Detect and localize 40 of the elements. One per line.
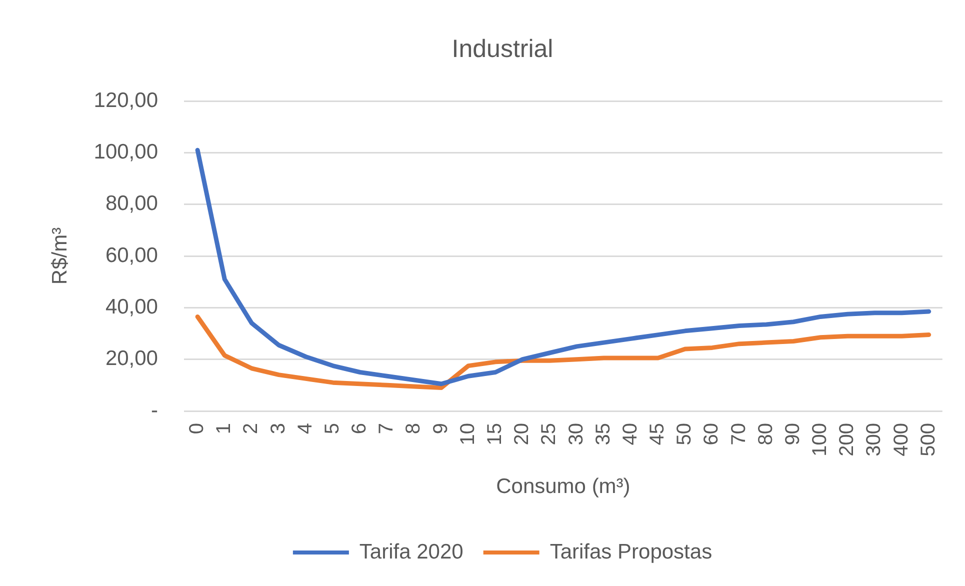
x-tick-label: 0: [186, 423, 208, 434]
x-tick-label: 4: [294, 423, 316, 434]
x-tick-label: 9: [430, 423, 452, 434]
x-tick-label: 3: [267, 423, 290, 434]
x-tick-label: 500: [917, 423, 940, 456]
y-tick-label: 40,00: [105, 295, 158, 318]
x-tick-label: 7: [376, 423, 398, 434]
y-tick-label: -: [151, 398, 158, 422]
y-tick-label: 120,00: [94, 88, 158, 112]
y-axis-title: R$/m³: [48, 227, 72, 285]
x-tick-label: 400: [890, 423, 912, 456]
y-tick-label: 100,00: [94, 140, 158, 164]
y-tick-label: 20,00: [105, 347, 158, 370]
x-tick-label: 50: [674, 423, 696, 446]
x-tick-label: 5: [321, 423, 344, 434]
x-tick-label: 30: [565, 423, 588, 446]
x-tick-label: 2: [240, 423, 262, 434]
x-tick-label: 300: [863, 423, 886, 456]
x-tick-label: 90: [782, 423, 804, 446]
legend-label: Tarifa 2020: [359, 540, 464, 564]
x-tick-label: 40: [619, 423, 642, 446]
x-tick-label: 8: [402, 423, 425, 434]
x-tick-label: 35: [592, 423, 614, 446]
x-tick-label: 45: [646, 423, 669, 446]
x-tick-label: 70: [728, 423, 750, 446]
y-tick-label: 60,00: [105, 244, 158, 267]
x-tick-label: 20: [511, 423, 534, 446]
x-tick-label: 15: [484, 423, 506, 446]
x-tick-label: 1: [213, 423, 236, 434]
x-tick-label: 80: [754, 423, 777, 446]
x-axis-title: Consumo (m³): [496, 475, 630, 498]
x-tick-label: 60: [700, 423, 723, 446]
y-tick-label: 80,00: [105, 192, 158, 216]
legend-label: Tarifas Propostas: [550, 540, 712, 564]
chart-title: Industrial: [452, 34, 554, 63]
x-tick-label: 6: [348, 423, 371, 434]
x-tick-label: 10: [456, 423, 479, 446]
x-tick-label: 200: [836, 423, 858, 456]
x-tick-label: 100: [809, 423, 832, 456]
x-tick-label: 25: [538, 423, 560, 446]
